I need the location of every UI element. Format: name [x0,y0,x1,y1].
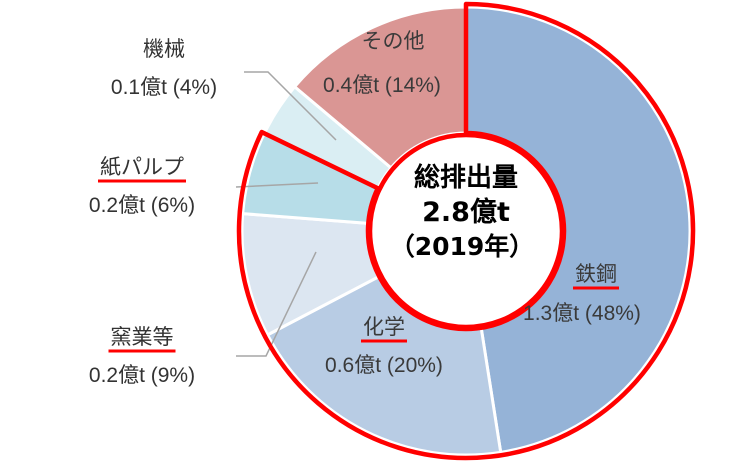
slice-label-name-2: 化学 [363,316,405,339]
center-label-year: （2019年） [390,232,535,261]
slice-label-value-6: 0.4億t (14%) [323,74,441,97]
slice-label-name-5: 機械 [143,38,185,61]
slice-label-name-3: 窯業等 [111,326,174,349]
slice-label-value-3: 0.2億t (9%) [89,364,195,387]
leader-line-4 [235,182,319,188]
leader-line-5 [244,71,337,141]
leader-line-3 [236,251,317,357]
slice-label-name-4: 紙パルプ [100,156,184,179]
center-label-value: 2.8億t [422,197,510,228]
center-label-title: 総排出量 [414,162,518,193]
slice-label-name-6: その他 [362,30,425,53]
slice-label-value-1: 1.3億t (48%) [523,302,641,325]
slice-label-value-5: 0.1億t (4%) [111,76,217,99]
slice-label-name-1: 鉄鋼 [575,263,617,286]
slice-label-value-2: 0.6億t (20%) [325,354,443,377]
slice-label-value-4: 0.2億t (6%) [89,194,195,217]
center-circle [367,132,565,330]
